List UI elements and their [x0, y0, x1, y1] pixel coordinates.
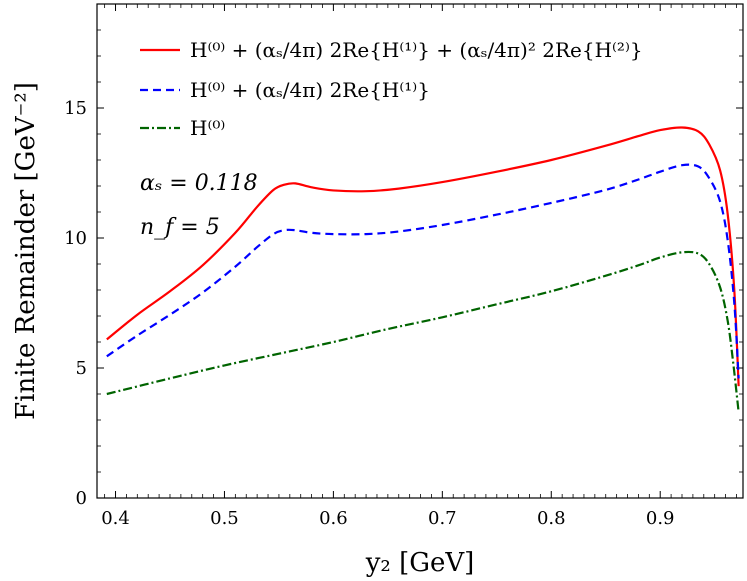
series-layer: [106, 126, 740, 413]
x-tick-label: 0.7: [428, 508, 457, 529]
x-tick-label: 0.8: [537, 508, 566, 529]
y-tick-label: 10: [64, 228, 87, 249]
y-tick-label: 15: [64, 98, 87, 119]
legend-label-nnlo: H⁽⁰⁾ + (αₛ/4π) 2Re{H⁽¹⁾} + (αₛ/4π)² 2Re{…: [190, 38, 643, 62]
y-tick-label: 0: [76, 488, 87, 509]
y-tick-label: 5: [76, 358, 87, 379]
series-line-nnlo: [106, 126, 740, 387]
x-tick-label: 0.4: [101, 508, 130, 529]
legend: H⁽⁰⁾ + (αₛ/4π) 2Re{H⁽¹⁾} + (αₛ/4π)² 2Re{…: [140, 38, 643, 140]
annotation-alpha-s: αₛ = 0.118: [140, 171, 258, 196]
axis-tick-labels: 0.4 0.5 0.6 0.7 0.8 0.9 0 5 10 15: [64, 98, 674, 529]
legend-label-lo: H⁽⁰⁾: [190, 116, 225, 140]
x-tick-label: 0.6: [319, 508, 348, 529]
annotation-nf: n_f = 5: [140, 215, 220, 240]
y-axis-title: Finite Remainder [GeV⁻²]: [11, 82, 41, 420]
plot-frame: [96, 3, 744, 499]
x-tick-label: 0.9: [646, 508, 675, 529]
series-line-lo: [106, 250, 740, 413]
legend-label-nlo: H⁽⁰⁾ + (αₛ/4π) 2Re{H⁽¹⁾}: [190, 78, 430, 102]
x-tick-label: 0.5: [210, 508, 239, 529]
x-axis-title: y₂ [GeV]: [365, 548, 475, 578]
series-line-nlo: [106, 163, 740, 379]
